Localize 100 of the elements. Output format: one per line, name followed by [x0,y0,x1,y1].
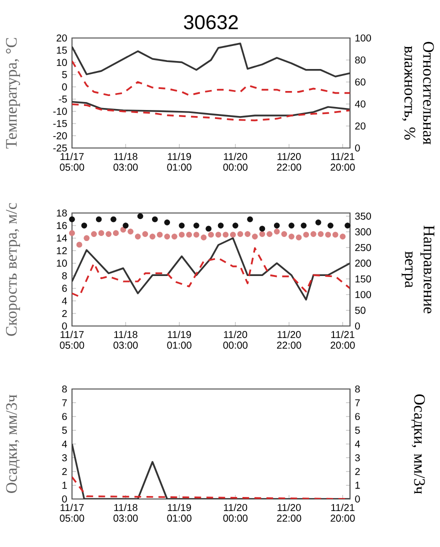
y2-tick-label: 0 [355,144,360,152]
point [150,234,156,240]
x-tick-label: 11/17 05:00 [60,504,84,522]
x-tick-label: 11/21 20:00 [330,152,355,171]
y-tick-label: 8 [62,272,67,280]
y-tick-label: 4 [62,440,67,448]
y2-axis-title: Осадки, мм/3ч [411,394,425,494]
y2-tick-label: 60 [355,78,366,86]
x-tick-label: 11/18 03:00 [114,152,138,171]
point [164,234,170,240]
y-tick-label: 1 [62,482,67,489]
y-tick-label: 0 [62,495,67,503]
point [128,228,134,234]
point [76,242,82,248]
y2-tick-label: 100 [355,34,371,42]
x-tick-label: 11/20 22:00 [277,330,302,349]
y-tick-label: 5 [62,426,67,434]
y2-tick-label: 150 [355,275,371,282]
y2-axis-title: Направление ветра [402,226,434,314]
y-tick-label: 0 [62,322,67,330]
y-tick-label: -15 [53,120,67,128]
x-tick-label: 11/19 01:00 [167,504,192,522]
y2-tick-label: 0 [355,322,360,330]
point [69,230,75,236]
x-tick-label: 11/17 05:00 [60,152,84,171]
y-tick-label: 12 [56,247,67,254]
point [69,216,75,222]
point [200,234,207,240]
point [112,230,119,236]
point [106,231,112,237]
x-tick-label: 11/20 22:00 [277,152,302,171]
y2-tick-label: 250 [355,244,371,252]
y-tick-label: 2 [62,310,67,317]
point [244,231,251,237]
y2-tick-label: 300 [355,228,371,236]
point [252,234,258,240]
point [303,232,310,238]
y-tick-label: 2 [62,468,67,475]
y2-tick-label: 350 [355,212,371,220]
y-tick-label: 0 [62,83,67,90]
y2-tick-label: 4 [354,440,360,448]
y-tick-label: 10 [56,58,67,66]
x-tick-label: 11/20 00:00 [223,504,248,522]
y-tick-label: 6 [62,284,67,292]
point [332,232,338,238]
y2-tick-label: 20 [355,122,366,130]
y-tick-label: -5 [58,96,67,103]
y-tick-label: 15 [56,46,67,54]
point [288,234,294,240]
y-tick-label: -20 [53,132,67,140]
point [91,231,97,237]
point [274,228,280,234]
point [318,231,324,237]
point [142,231,148,237]
point [98,230,104,236]
y-axis-title: Осадки, мм/3ч [6,394,20,493]
y-tick-label: 3 [62,454,67,462]
y-tick-label: 6 [62,412,67,420]
y2-tick-label: 8 [355,385,360,393]
y-tick-label: 10 [56,260,67,267]
point [259,231,266,237]
y2-axis-title: Относительная влажность, % [402,42,434,144]
y-tick-label: 20 [56,34,67,42]
x-tick-label: 11/17 05:00 [60,330,84,349]
x-tick-label: 11/18 03:00 [114,504,138,522]
x-tick-label: 11/20 00:00 [223,152,248,171]
x-tick-label: 11/21 20:00 [330,504,355,522]
point [84,235,90,242]
point [178,232,185,238]
y2-tick-label: 1 [355,482,360,489]
point [193,232,200,238]
point [230,232,236,238]
point [296,234,302,240]
y2-tick-label: 80 [355,56,366,64]
point [208,232,214,238]
y2-tick-label: 0 [355,495,360,503]
y2-tick-label: 5 [355,426,360,434]
point [310,231,316,237]
y2-tick-label: 200 [355,260,371,267]
x-tick-label: 11/19 01:00 [167,330,192,349]
x-tick-label: 11/19 01:00 [167,152,192,171]
y-tick-label: -10 [53,108,67,115]
point [120,226,126,233]
x-tick-label: 11/21 20:00 [330,330,355,349]
point [186,232,192,238]
point [340,234,346,240]
point [281,231,288,237]
y2-tick-label: 100 [355,291,371,298]
point [222,232,229,238]
point [325,232,331,238]
x-tick-label: 11/20 00:00 [223,330,248,349]
y2-tick-label: 3 [355,454,360,462]
y-tick-label: 18 [56,209,67,217]
point [156,232,163,238]
x-tick-label: 11/20 22:00 [277,504,302,522]
y-axis-title: Скорость ветра, м/с [6,203,20,336]
chart-title: 30632 [184,15,238,30]
y-tick-label: 5 [62,71,67,78]
y-tick-label: 14 [56,234,67,242]
point [266,231,272,237]
